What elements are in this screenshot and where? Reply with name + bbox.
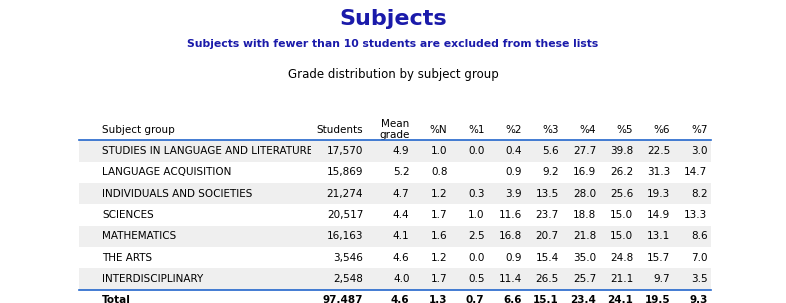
Text: Subjects: Subjects	[340, 9, 446, 29]
Text: Subjects with fewer than 10 students are excluded from these lists: Subjects with fewer than 10 students are…	[187, 39, 599, 49]
Text: Grade distribution by subject group: Grade distribution by subject group	[288, 68, 498, 81]
